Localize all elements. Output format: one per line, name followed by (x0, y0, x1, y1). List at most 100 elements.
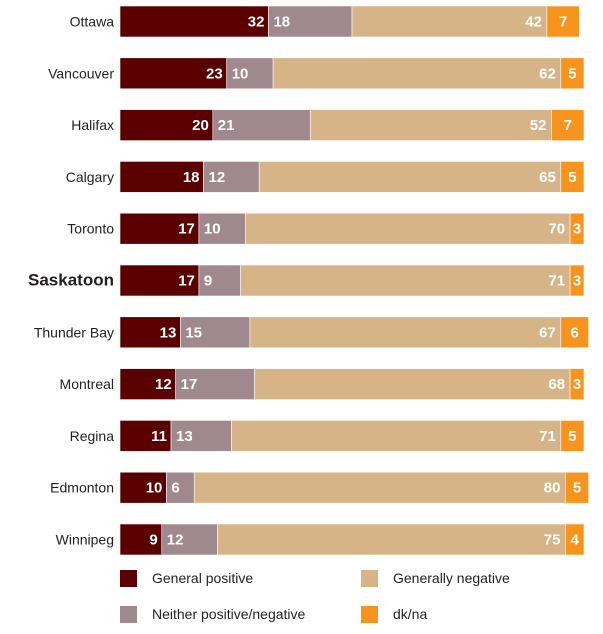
data-label: 10 (204, 221, 221, 238)
category-label: Thunder Bay (34, 324, 114, 340)
data-label: 52 (530, 117, 547, 134)
bar-row: Regina 11 13 71 5 (70, 420, 585, 452)
bar-segment (249, 316, 562, 349)
data-label: 11 (151, 428, 167, 445)
data-label: 7 (559, 14, 567, 31)
bar-segment (560, 57, 585, 90)
bar-segment (240, 264, 571, 297)
legend-label: Generally negative (393, 570, 510, 586)
data-label: 5 (568, 65, 576, 82)
data-label: 5 (573, 480, 581, 497)
data-label: 80 (544, 480, 561, 497)
bar-segment (166, 471, 195, 504)
data-label: 5 (568, 169, 576, 186)
bar-segment (119, 471, 167, 504)
bar-segment (351, 5, 548, 38)
category-label: Montreal (60, 376, 114, 392)
data-label: 32 (248, 14, 265, 31)
bar-segment (193, 471, 566, 504)
category-label: Edmonton (50, 480, 114, 496)
data-label: 42 (525, 14, 542, 31)
legend-swatch (120, 606, 137, 623)
legend-swatch (361, 606, 378, 623)
bar-row: Montreal 12 17 68 3 (60, 368, 585, 400)
data-label: 13 (160, 324, 177, 341)
bar-segment (560, 420, 585, 452)
bar-segment (119, 420, 172, 452)
legend-swatch (120, 570, 137, 587)
category-label: Winnipeg (56, 532, 114, 548)
bar-segment (560, 316, 589, 349)
legend-item: General positive (120, 570, 253, 587)
bar-segment (119, 523, 163, 556)
data-label: 3 (573, 221, 581, 238)
bar-segment (272, 57, 562, 90)
bar-segment (119, 57, 228, 90)
bar-segment (565, 523, 585, 556)
bar-segment (180, 316, 251, 349)
data-label: 12 (209, 169, 226, 186)
category-label: Vancouver (48, 65, 114, 81)
bar-row: Thunder Bay 13 15 67 6 (34, 316, 589, 349)
legend-label: General positive (152, 570, 253, 586)
data-label: 17 (181, 376, 198, 393)
bar-segment (569, 368, 585, 400)
data-label: 71 (539, 428, 556, 445)
bar-segment (268, 5, 353, 38)
bar-segment (198, 212, 246, 245)
legend-swatch (361, 570, 378, 587)
data-label: 18 (183, 169, 200, 186)
bar-row: Winnipeg 9 12 75 4 (56, 523, 585, 556)
data-label: 3 (573, 376, 581, 393)
data-label: 13 (176, 428, 193, 445)
category-label: Saskatoon (28, 271, 114, 290)
bar-segment (119, 316, 181, 349)
bar-segment (212, 109, 311, 141)
bar-segment (198, 264, 241, 297)
bar-row: Toronto 17 10 70 3 (67, 212, 585, 245)
data-label: 71 (548, 273, 565, 290)
bar-segment (569, 212, 585, 245)
data-label: 62 (539, 65, 556, 82)
bar-row: Calgary 18 12 65 5 (66, 161, 585, 193)
bar-segment (560, 161, 585, 193)
data-label: 75 (544, 532, 561, 549)
bar-row: Edmonton 10 6 80 5 (50, 471, 589, 504)
bar-segment (254, 368, 571, 400)
data-label: 65 (539, 169, 556, 186)
data-label: 17 (178, 273, 195, 290)
data-label: 70 (548, 221, 565, 238)
data-label: 7 (564, 117, 572, 134)
bar-segment (546, 5, 580, 38)
data-label: 68 (548, 376, 565, 393)
bar-segment (231, 420, 562, 452)
bar-segment (161, 523, 218, 556)
bar-segment (119, 161, 204, 193)
legend-item: dk/na (361, 606, 427, 623)
data-label: 67 (539, 324, 556, 341)
bar-row: Halifax 20 21 52 7 (71, 109, 585, 141)
data-label: 6 (171, 480, 179, 497)
data-label: 6 (571, 324, 579, 341)
bar-segment (175, 368, 255, 400)
data-label: 9 (149, 532, 157, 549)
bar-segment (569, 264, 585, 297)
bar-segment (119, 5, 269, 38)
category-label: Toronto (67, 221, 114, 237)
bar-segment (551, 109, 585, 141)
legend-label: Neither positive/negative (152, 606, 306, 622)
legend-item: Neither positive/negative (120, 606, 306, 623)
bars-layer: Ottawa 32 18 42 7 Vancouver 23 10 62 5 Halifax 20 21… (28, 5, 589, 556)
bar-segment (244, 212, 571, 245)
data-label: 3 (573, 273, 581, 290)
bar-segment (203, 161, 260, 193)
bar-segment (119, 212, 200, 245)
data-label: 23 (206, 65, 223, 82)
data-label: 4 (571, 532, 580, 549)
data-label: 21 (218, 117, 235, 134)
bar-segment (217, 523, 566, 556)
bar-row: Vancouver 23 10 62 5 (48, 57, 585, 90)
data-label: 10 (232, 65, 249, 82)
bar-segment (258, 161, 562, 193)
